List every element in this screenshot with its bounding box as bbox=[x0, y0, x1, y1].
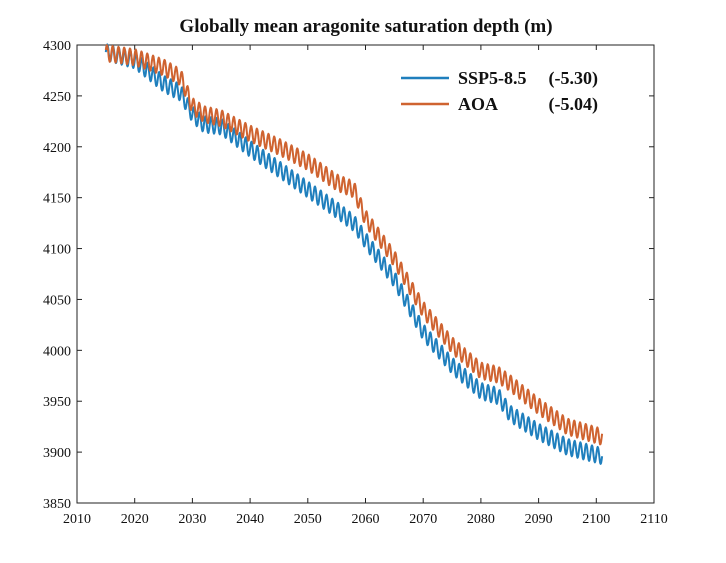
legend-label: AOA bbox=[458, 94, 498, 114]
legend-annotation: (-5.04) bbox=[549, 94, 598, 115]
x-tick-label: 2050 bbox=[294, 512, 322, 527]
x-tick-label: 2110 bbox=[640, 512, 667, 527]
series-layer bbox=[104, 43, 604, 465]
x-tick-label: 2010 bbox=[63, 512, 91, 527]
y-tick-label: 4300 bbox=[43, 39, 71, 54]
y-tick-label: 4100 bbox=[43, 243, 71, 258]
legend-annotation: (-5.30) bbox=[549, 68, 598, 89]
y-tick-label: 3950 bbox=[43, 395, 71, 410]
x-tick-label: 2060 bbox=[352, 512, 380, 527]
x-tick-label: 2090 bbox=[525, 512, 553, 527]
legend: SSP5-8.5 (-5.30) AOA (-5.04) bbox=[401, 68, 598, 115]
series-line-aoa bbox=[104, 44, 604, 446]
legend-label: SSP5-8.5 bbox=[458, 68, 527, 88]
y-tick-label: 4050 bbox=[43, 293, 71, 308]
x-tick-label: 2030 bbox=[178, 512, 206, 527]
x-tick-label: 2100 bbox=[582, 512, 610, 527]
x-tick-label: 2070 bbox=[409, 512, 437, 527]
x-tick-label: 2040 bbox=[236, 512, 264, 527]
y-tick-label: 4200 bbox=[43, 141, 71, 156]
chart-title: Globally mean aragonite saturation depth… bbox=[179, 16, 552, 37]
x-tick-label: 2080 bbox=[467, 512, 495, 527]
x-tick-label: 2020 bbox=[121, 512, 149, 527]
y-tick-label: 4000 bbox=[43, 344, 71, 359]
y-tick-label: 3900 bbox=[43, 446, 71, 461]
y-tick-label: 4250 bbox=[43, 90, 71, 105]
y-tick-label: 4150 bbox=[43, 192, 71, 207]
y-tick-label: 3850 bbox=[43, 497, 71, 512]
y-axis: 3850 3900 3950 4000 4050 4100 4150 4200 4250 4300 bbox=[43, 39, 654, 512]
x-axis: 2010 2020 2030 2040 2050 2060 2070 2080 2090 2100… bbox=[63, 45, 668, 527]
series-line-ssp5-8-5 bbox=[104, 43, 604, 465]
